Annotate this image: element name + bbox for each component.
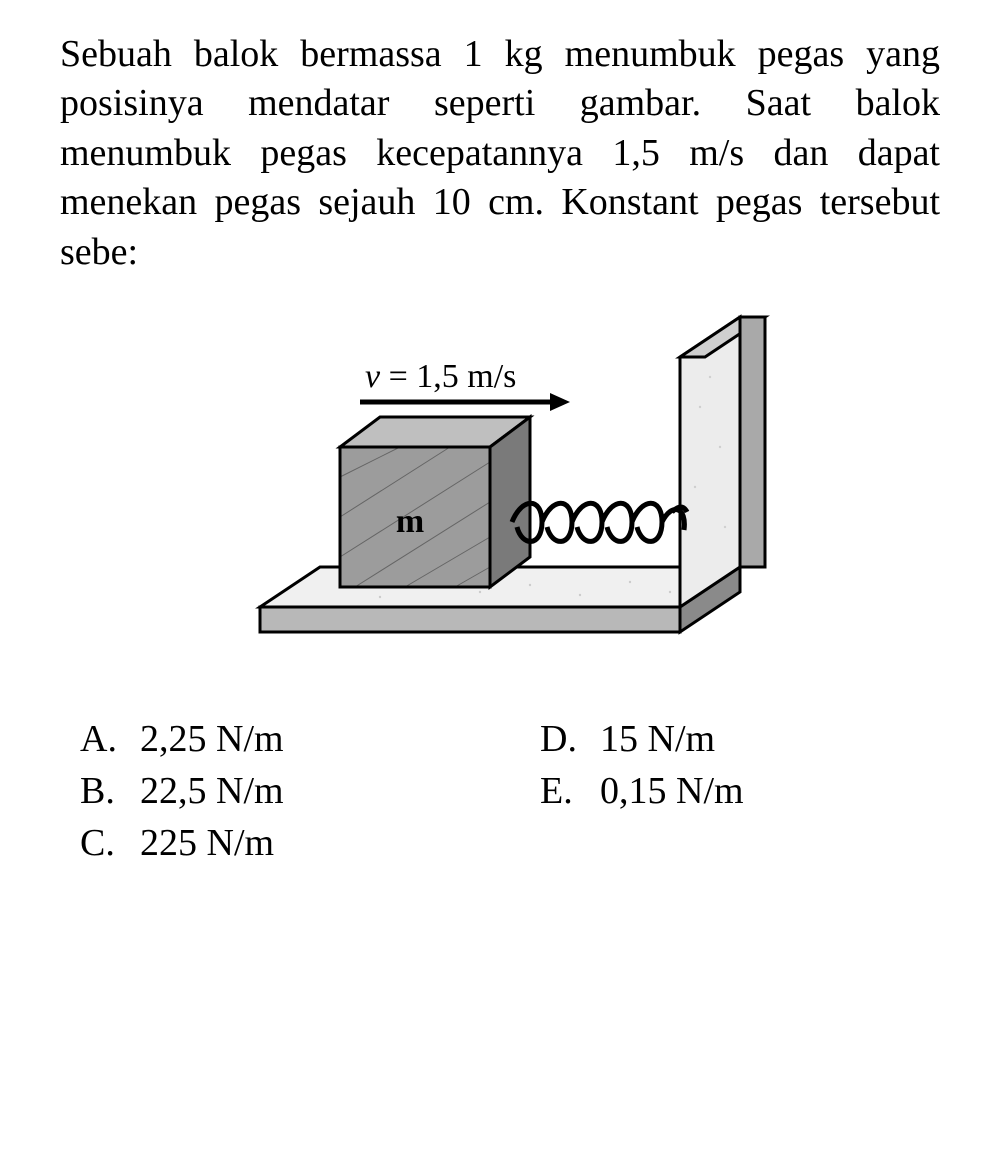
option-text: 22,5 N/m — [140, 769, 284, 813]
mass-label: m — [396, 503, 424, 540]
velocity-arrow — [360, 393, 570, 411]
option-letter: D. — [540, 717, 586, 761]
option-d[interactable]: D. 15 N/m — [540, 717, 940, 761]
option-text: 225 N/m — [140, 821, 274, 865]
figure-container: m v = 1,5 m/s — [60, 287, 940, 667]
block: m — [340, 417, 530, 587]
option-letter: A. — [80, 717, 126, 761]
answer-options: A. 2,25 N/m D. 15 N/m B. 22,5 N/m E. 0,1… — [60, 717, 940, 865]
option-e[interactable]: E. 0,15 N/m — [540, 769, 940, 813]
option-letter: B. — [80, 769, 126, 813]
spring — [512, 503, 687, 541]
option-text: 15 N/m — [600, 717, 715, 761]
option-b[interactable]: B. 22,5 N/m — [80, 769, 480, 813]
option-text: 2,25 N/m — [140, 717, 284, 761]
velocity-value: 1,5 m/s — [416, 358, 516, 395]
option-letter: E. — [540, 769, 586, 813]
option-a[interactable]: A. 2,25 N/m — [80, 717, 480, 761]
wall — [680, 317, 765, 607]
question-text: Sebuah balok bermassa 1 kg menumbuk pega… — [60, 30, 940, 277]
option-letter: C. — [80, 821, 126, 865]
option-c[interactable]: C. 225 N/m — [80, 821, 480, 865]
velocity-label: v = 1,5 m/s — [365, 358, 516, 395]
physics-diagram: m v = 1,5 m/s — [220, 287, 780, 667]
option-text: 0,15 N/m — [600, 769, 744, 813]
